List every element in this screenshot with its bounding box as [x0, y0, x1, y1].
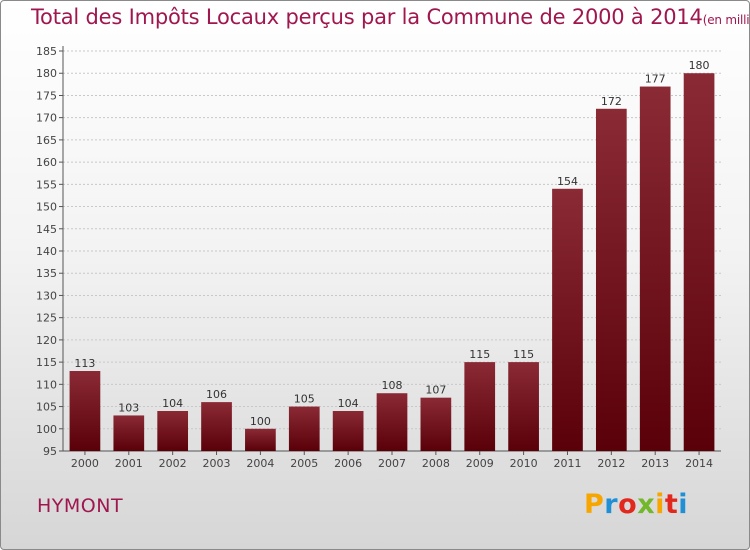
data-label: 115 — [513, 348, 534, 361]
y-tick-label: 155 — [36, 178, 57, 191]
data-label: 108 — [382, 379, 403, 392]
data-labels: 113 103 104 106 100 105 104 108 107 115 115 154 172 1… — [74, 59, 709, 428]
data-label: 180 — [689, 59, 710, 72]
commune-name: HYMONT — [37, 495, 124, 517]
x-tick-label: 2009 — [466, 457, 494, 470]
data-label: 115 — [469, 348, 490, 361]
x-tick-label: 2002 — [159, 457, 187, 470]
bar[interactable] — [683, 73, 715, 451]
bar[interactable] — [69, 371, 101, 451]
y-tick-label: 170 — [36, 112, 57, 125]
x-tick-label: 2000 — [71, 457, 99, 470]
x-tick-label: 2011 — [553, 457, 581, 470]
y-tick-label: 165 — [36, 134, 57, 147]
logo-letter: r — [604, 489, 619, 520]
logo-letter: t — [664, 489, 679, 520]
logo-letter: x — [637, 489, 656, 520]
bar[interactable] — [201, 402, 232, 451]
x-tick-label: 2013 — [641, 457, 669, 470]
bar[interactable] — [420, 397, 452, 451]
x-tick-label: 2006 — [334, 457, 362, 470]
y-tick-label: 135 — [36, 267, 57, 280]
y-tick-label: 140 — [36, 245, 57, 258]
y-tick-label: 100 — [36, 423, 57, 436]
data-label: 106 — [206, 388, 227, 401]
logo-letter: o — [618, 489, 638, 520]
y-tick-label: 105 — [36, 401, 57, 414]
bar[interactable] — [464, 362, 496, 451]
data-label: 103 — [118, 401, 139, 414]
bars — [69, 73, 715, 452]
logo-letter: i — [655, 489, 665, 520]
y-tick-label: 160 — [36, 156, 57, 169]
bar[interactable] — [595, 108, 627, 452]
x-tick-label: 2005 — [290, 457, 318, 470]
data-label: 107 — [425, 384, 446, 397]
bar[interactable] — [332, 411, 364, 451]
y-tick-label: 150 — [36, 201, 57, 214]
x-tick-label: 2001 — [115, 457, 143, 470]
y-tick-labels: 95 100 105 110 115 120 125 130 135 140 145 150 155 16… — [36, 45, 57, 458]
data-label: 104 — [162, 397, 183, 410]
data-label: 105 — [294, 393, 315, 406]
x-tick-label: 2007 — [378, 457, 406, 470]
bar[interactable] — [157, 411, 189, 451]
data-label: 113 — [74, 357, 95, 370]
bar[interactable] — [113, 415, 145, 451]
x-tick-label: 2014 — [685, 457, 713, 470]
y-tick-label: 145 — [36, 223, 57, 236]
bar[interactable] — [376, 393, 408, 451]
y-tick-label: 130 — [36, 289, 57, 302]
bar[interactable] — [508, 362, 539, 451]
y-tick-label: 125 — [36, 312, 57, 325]
chart-title-text: Total des Impôts Locaux perçus par la Co… — [31, 5, 703, 29]
x-tick-label: 2010 — [510, 457, 538, 470]
logo-letter: P — [584, 489, 605, 520]
x-tick-labels: 2000 2001 2002 2003 2004 2005 2006 2007 2008 2009… — [71, 457, 713, 470]
y-tick-label: 95 — [43, 445, 57, 458]
y-tick-label: 180 — [36, 67, 57, 80]
bar[interactable] — [245, 428, 276, 451]
data-label: 154 — [557, 175, 578, 188]
y-tick-label: 120 — [36, 334, 57, 347]
logo-letter: i — [678, 489, 689, 520]
y-tick-label: 115 — [36, 356, 57, 369]
proxiti-logo[interactable]: Proxiti — [584, 489, 688, 520]
x-tick-label: 2012 — [597, 457, 625, 470]
x-tick-label: 2004 — [246, 457, 274, 470]
y-tick-label: 175 — [36, 89, 57, 102]
chart-subtitle: (en milliers d'€) — [702, 13, 750, 27]
data-label: 177 — [645, 73, 666, 86]
data-label: 172 — [601, 95, 622, 108]
bar[interactable] — [552, 188, 583, 451]
bar[interactable] — [639, 86, 671, 452]
bar[interactable] — [288, 406, 320, 451]
data-label: 104 — [338, 397, 359, 410]
x-tick-label: 2008 — [422, 457, 450, 470]
y-tick-label: 110 — [36, 378, 57, 391]
data-label: 100 — [250, 415, 271, 428]
chart-title: Total des Impôts Locaux perçus par la Co… — [31, 5, 750, 29]
x-tick-label: 2003 — [203, 457, 231, 470]
y-tick-label: 185 — [36, 45, 57, 58]
